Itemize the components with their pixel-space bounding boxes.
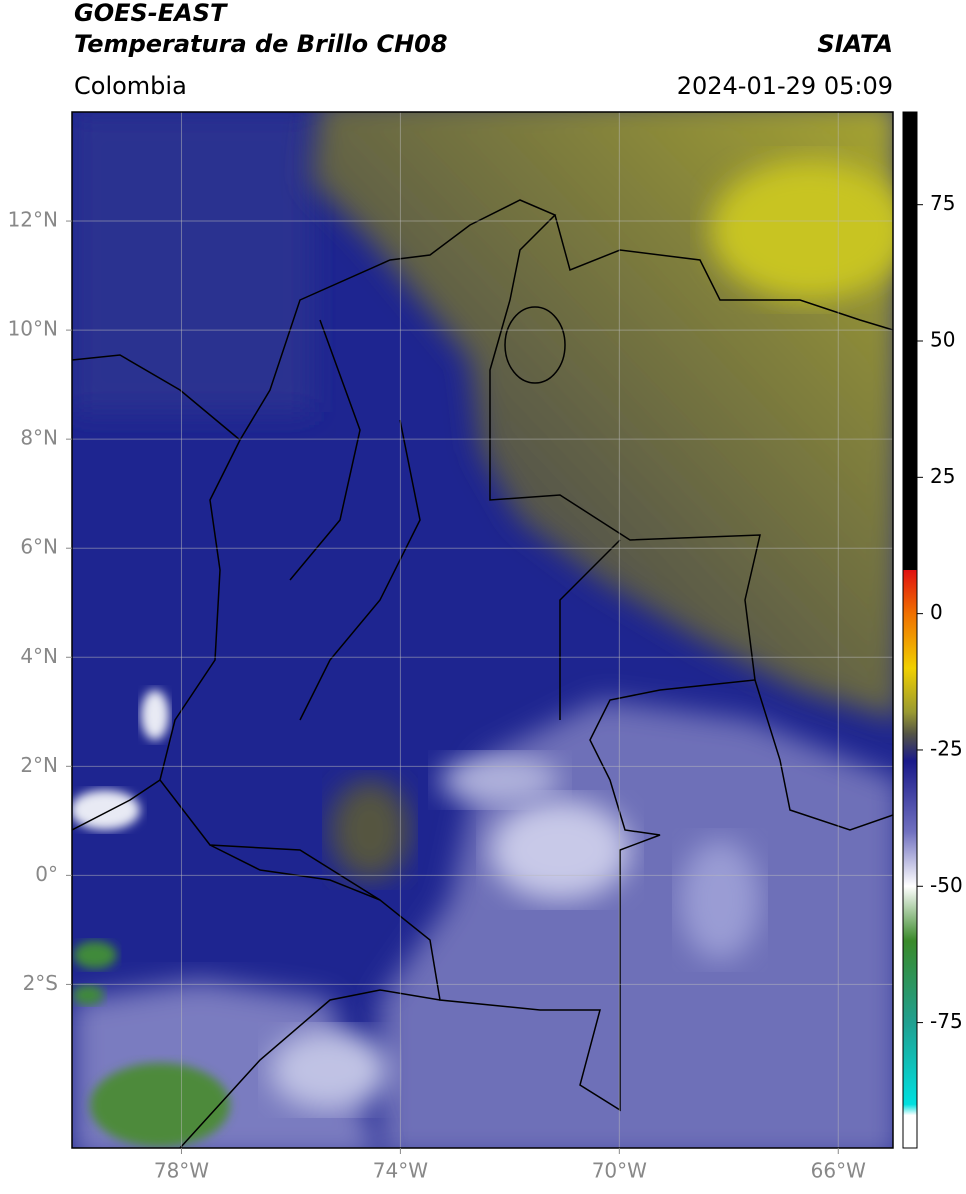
y-tick-label: 0° bbox=[35, 862, 58, 886]
x-tick-label: 74°W bbox=[373, 1159, 428, 1183]
x-tick-label: 66°W bbox=[811, 1159, 866, 1183]
colorbar-tick-label: 0 bbox=[930, 600, 943, 624]
colorbar-tick-label: -75 bbox=[930, 1009, 963, 1033]
subtitle: Temperatura de Brillo CH08 bbox=[74, 30, 448, 58]
x-tick-label: 78°W bbox=[154, 1159, 209, 1183]
colorbar-tick-label: -50 bbox=[930, 873, 963, 897]
y-tick-label: 10°N bbox=[8, 317, 58, 341]
x-tick-label: 70°W bbox=[592, 1159, 647, 1183]
source: SIATA bbox=[817, 30, 893, 58]
y-tick-label: 2°N bbox=[20, 753, 58, 777]
colorbar-tick-label: 50 bbox=[930, 328, 955, 352]
y-tick-label: 2°S bbox=[23, 971, 58, 995]
y-tick-label: 4°N bbox=[20, 644, 58, 668]
map-frame bbox=[71, 111, 894, 1149]
colorbar-tick-label: -25 bbox=[930, 736, 963, 760]
y-tick-label: 12°N bbox=[8, 208, 58, 232]
colorbar bbox=[902, 111, 918, 1149]
grid bbox=[72, 112, 893, 1148]
colorbar-tick-label: 75 bbox=[930, 191, 955, 215]
colorbar-tick-label: 25 bbox=[930, 464, 955, 488]
y-tick-label: 8°N bbox=[20, 426, 58, 450]
y-tick-label: 6°N bbox=[20, 535, 58, 559]
region: Colombia bbox=[74, 72, 187, 100]
satellite-image bbox=[72, 112, 893, 1148]
title: GOES-EAST bbox=[74, 0, 228, 27]
datetime: 2024-01-29 05:09 bbox=[677, 72, 893, 100]
